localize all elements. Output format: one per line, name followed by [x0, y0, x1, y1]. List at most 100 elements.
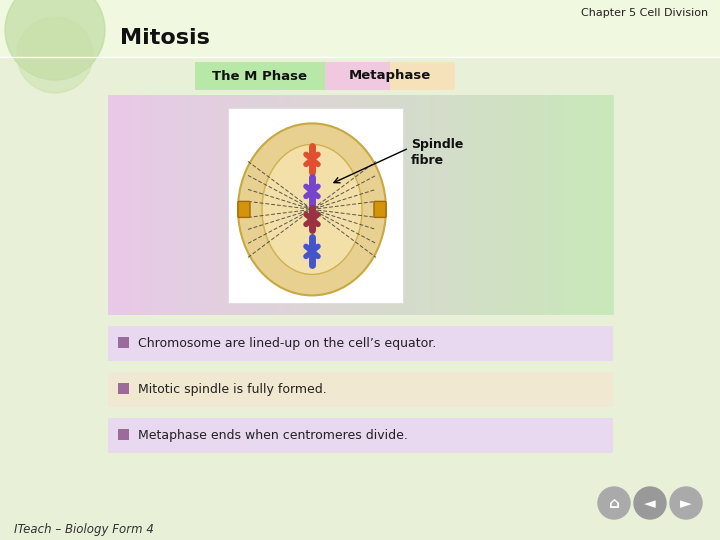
FancyBboxPatch shape — [398, 95, 405, 315]
Ellipse shape — [262, 144, 362, 274]
FancyBboxPatch shape — [518, 95, 526, 315]
FancyBboxPatch shape — [228, 95, 235, 315]
FancyBboxPatch shape — [177, 95, 185, 315]
Text: Metaphase: Metaphase — [349, 70, 431, 83]
FancyBboxPatch shape — [594, 95, 601, 315]
Text: ◄: ◄ — [644, 496, 656, 511]
FancyBboxPatch shape — [443, 95, 450, 315]
FancyBboxPatch shape — [272, 95, 279, 315]
FancyBboxPatch shape — [190, 95, 197, 315]
FancyBboxPatch shape — [512, 95, 519, 315]
FancyBboxPatch shape — [108, 418, 613, 453]
FancyBboxPatch shape — [569, 95, 576, 315]
FancyBboxPatch shape — [195, 62, 325, 90]
FancyBboxPatch shape — [480, 95, 487, 315]
FancyBboxPatch shape — [133, 95, 140, 315]
FancyBboxPatch shape — [474, 95, 482, 315]
FancyBboxPatch shape — [430, 95, 437, 315]
FancyBboxPatch shape — [108, 372, 613, 407]
FancyBboxPatch shape — [373, 95, 380, 315]
Text: Mitotic spindle is fully formed.: Mitotic spindle is fully formed. — [138, 382, 327, 395]
Text: Spindle
fibre: Spindle fibre — [411, 138, 464, 167]
FancyBboxPatch shape — [127, 95, 134, 315]
FancyBboxPatch shape — [537, 95, 544, 315]
FancyBboxPatch shape — [215, 95, 222, 315]
FancyBboxPatch shape — [259, 95, 267, 315]
FancyBboxPatch shape — [390, 62, 455, 90]
FancyBboxPatch shape — [240, 95, 248, 315]
Circle shape — [598, 487, 630, 519]
FancyBboxPatch shape — [341, 95, 349, 315]
FancyBboxPatch shape — [436, 95, 444, 315]
Ellipse shape — [238, 124, 386, 295]
Text: ►: ► — [680, 496, 692, 511]
FancyBboxPatch shape — [108, 326, 613, 361]
FancyBboxPatch shape — [152, 95, 160, 315]
FancyBboxPatch shape — [423, 95, 431, 315]
FancyBboxPatch shape — [323, 95, 330, 315]
Text: Chapter 5 Cell Division: Chapter 5 Cell Division — [581, 8, 708, 18]
Text: ⌂: ⌂ — [608, 496, 619, 511]
FancyBboxPatch shape — [108, 95, 115, 315]
FancyBboxPatch shape — [411, 95, 418, 315]
FancyBboxPatch shape — [291, 95, 298, 315]
FancyBboxPatch shape — [550, 95, 557, 315]
FancyBboxPatch shape — [284, 95, 292, 315]
FancyBboxPatch shape — [487, 95, 494, 315]
FancyBboxPatch shape — [544, 95, 551, 315]
FancyBboxPatch shape — [121, 95, 128, 315]
FancyBboxPatch shape — [316, 95, 323, 315]
FancyBboxPatch shape — [118, 383, 129, 394]
FancyBboxPatch shape — [336, 95, 343, 315]
FancyBboxPatch shape — [462, 95, 469, 315]
FancyBboxPatch shape — [500, 95, 507, 315]
FancyBboxPatch shape — [266, 95, 273, 315]
FancyBboxPatch shape — [234, 95, 242, 315]
FancyBboxPatch shape — [374, 201, 386, 218]
Circle shape — [634, 487, 666, 519]
FancyBboxPatch shape — [158, 95, 166, 315]
FancyBboxPatch shape — [114, 95, 122, 315]
FancyBboxPatch shape — [361, 95, 368, 315]
Text: ITeach – Biology Form 4: ITeach – Biology Form 4 — [14, 523, 154, 537]
FancyBboxPatch shape — [418, 95, 425, 315]
Text: Chromosome are lined-up on the cell’s equator.: Chromosome are lined-up on the cell’s eq… — [138, 336, 436, 349]
FancyBboxPatch shape — [253, 95, 261, 315]
FancyBboxPatch shape — [468, 95, 475, 315]
FancyBboxPatch shape — [449, 95, 456, 315]
FancyBboxPatch shape — [203, 95, 210, 315]
FancyBboxPatch shape — [184, 95, 191, 315]
FancyBboxPatch shape — [588, 95, 595, 315]
FancyBboxPatch shape — [171, 95, 179, 315]
FancyBboxPatch shape — [140, 95, 147, 315]
FancyBboxPatch shape — [118, 337, 129, 348]
FancyBboxPatch shape — [297, 95, 305, 315]
FancyBboxPatch shape — [247, 95, 254, 315]
FancyBboxPatch shape — [505, 95, 513, 315]
FancyBboxPatch shape — [118, 429, 129, 440]
FancyBboxPatch shape — [575, 95, 582, 315]
Circle shape — [17, 17, 93, 93]
FancyBboxPatch shape — [386, 95, 393, 315]
FancyBboxPatch shape — [209, 95, 216, 315]
FancyBboxPatch shape — [556, 95, 564, 315]
FancyBboxPatch shape — [329, 95, 336, 315]
FancyBboxPatch shape — [607, 95, 614, 315]
FancyBboxPatch shape — [392, 95, 400, 315]
FancyBboxPatch shape — [600, 95, 608, 315]
FancyBboxPatch shape — [197, 95, 204, 315]
FancyBboxPatch shape — [455, 95, 462, 315]
Text: Mitosis: Mitosis — [120, 28, 210, 48]
FancyBboxPatch shape — [279, 95, 286, 315]
Text: The M Phase: The M Phase — [212, 70, 307, 83]
FancyBboxPatch shape — [405, 95, 412, 315]
FancyBboxPatch shape — [582, 95, 589, 315]
FancyBboxPatch shape — [366, 95, 374, 315]
FancyBboxPatch shape — [228, 108, 403, 303]
FancyBboxPatch shape — [354, 95, 361, 315]
FancyBboxPatch shape — [238, 201, 250, 218]
FancyBboxPatch shape — [348, 95, 355, 315]
FancyBboxPatch shape — [325, 62, 455, 90]
FancyBboxPatch shape — [525, 95, 532, 315]
Circle shape — [5, 0, 105, 80]
